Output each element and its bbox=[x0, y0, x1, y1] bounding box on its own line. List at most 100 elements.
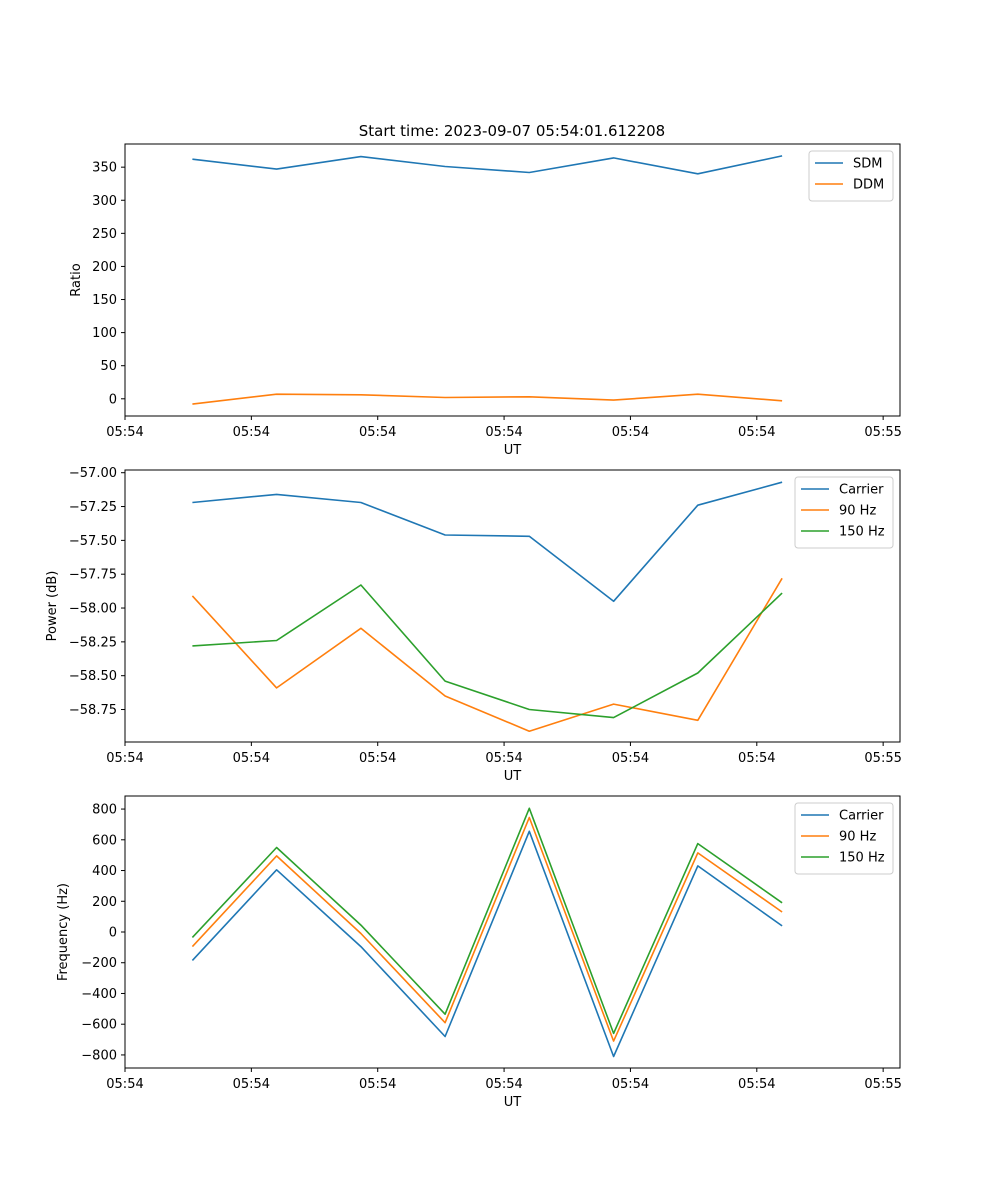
y-axis-label: Frequency (Hz) bbox=[56, 883, 71, 981]
data-point bbox=[612, 1032, 615, 1035]
subplot-1: 0 50 100 150 200 250 300 350 05:54 05:54 05:54 05:5… bbox=[69, 143, 902, 458]
data-point bbox=[191, 594, 194, 597]
data-point bbox=[612, 156, 615, 159]
data-point bbox=[528, 807, 531, 810]
data-point bbox=[781, 592, 784, 595]
data-point bbox=[444, 533, 447, 536]
y-tick-label: −57.50 bbox=[69, 534, 117, 549]
legend-entry: Carrier bbox=[839, 483, 884, 498]
data-point bbox=[612, 1055, 615, 1058]
data-point bbox=[359, 501, 362, 504]
x-tick-label: 05:54 bbox=[106, 425, 143, 440]
data-point bbox=[359, 584, 362, 587]
y-tick-label: −57.00 bbox=[69, 466, 117, 481]
data-point bbox=[444, 694, 447, 697]
data-point bbox=[696, 842, 699, 845]
y-tick-label: 250 bbox=[92, 227, 117, 242]
y-tick-label: −200 bbox=[81, 956, 117, 971]
y-tick-label: 100 bbox=[92, 326, 117, 341]
series-line-150-hz bbox=[191, 807, 783, 1035]
y-tick-label: 0 bbox=[109, 392, 117, 407]
x-tick-label: 05:55 bbox=[864, 425, 901, 440]
data-point bbox=[781, 911, 784, 914]
y-tick-label: 150 bbox=[92, 293, 117, 308]
y-tick-label: −58.00 bbox=[69, 602, 117, 617]
data-point bbox=[696, 851, 699, 854]
data-point bbox=[696, 864, 699, 867]
x-tick-label: 05:54 bbox=[359, 425, 396, 440]
data-point bbox=[781, 399, 784, 402]
series-line-90-hz bbox=[191, 577, 783, 733]
data-point bbox=[528, 816, 531, 819]
data-point bbox=[696, 671, 699, 674]
x-tick-label: 05:54 bbox=[106, 1077, 143, 1092]
axes-frame bbox=[124, 143, 901, 417]
x-tick-label: 05:54 bbox=[359, 751, 396, 766]
x-tick-label: 05:54 bbox=[233, 1077, 270, 1092]
series-line-sdm bbox=[192, 155, 783, 175]
series-line-carrier bbox=[192, 481, 783, 603]
legend-entry: 150 Hz bbox=[839, 851, 885, 866]
data-point bbox=[359, 393, 362, 396]
series-line-ddm bbox=[192, 393, 783, 405]
series-line-carrier bbox=[191, 830, 783, 1058]
data-point bbox=[191, 959, 194, 962]
legend-entry: 150 Hz bbox=[839, 525, 885, 540]
x-tick-label: 05:55 bbox=[864, 751, 901, 766]
data-point bbox=[191, 644, 194, 647]
x-tick-label: 05:54 bbox=[612, 425, 649, 440]
y-tick-label: −58.75 bbox=[69, 703, 117, 718]
data-point bbox=[275, 686, 278, 689]
data-point bbox=[444, 1035, 447, 1038]
x-tick-label: 05:54 bbox=[233, 751, 270, 766]
legend: SDM DDM bbox=[808, 150, 894, 202]
x-tick-label: 05:54 bbox=[485, 425, 522, 440]
data-point bbox=[275, 493, 278, 496]
y-tick-label: −58.25 bbox=[69, 635, 117, 650]
legend: Carrier 90 Hz 150 Hz bbox=[794, 476, 894, 549]
data-point bbox=[359, 924, 362, 927]
data-point bbox=[191, 158, 194, 161]
x-axis-label: UT bbox=[504, 769, 522, 784]
y-tick-label: −57.25 bbox=[69, 500, 117, 515]
y-tick-label: 0 bbox=[109, 926, 117, 941]
axes-frame bbox=[124, 469, 901, 743]
y-tick-label: 400 bbox=[92, 864, 117, 879]
x-axis-label: UT bbox=[504, 443, 522, 458]
subplot-2: −58.75 −58.50 −58.25 −58.00 −57.75 −57.50 −57.… bbox=[45, 466, 902, 784]
data-point bbox=[612, 600, 615, 603]
data-point bbox=[444, 396, 447, 399]
data-point bbox=[275, 868, 278, 871]
data-point bbox=[359, 932, 362, 935]
x-axis-label: UT bbox=[504, 1095, 522, 1110]
data-point bbox=[612, 399, 615, 402]
data-point bbox=[275, 854, 278, 857]
y-tick-label: 350 bbox=[92, 161, 117, 176]
x-tick-label: 05:54 bbox=[612, 1077, 649, 1092]
data-point bbox=[444, 1013, 447, 1016]
data-point bbox=[781, 481, 784, 484]
data-point bbox=[781, 154, 784, 157]
data-point bbox=[359, 945, 362, 948]
data-point bbox=[191, 501, 194, 504]
data-point bbox=[191, 936, 194, 939]
x-tick-label: 05:54 bbox=[738, 1077, 775, 1092]
data-point bbox=[696, 393, 699, 396]
subplots: 0 50 100 150 200 250 300 350 05:54 05:54 05:54 05:5… bbox=[45, 143, 902, 1110]
y-tick-label: 600 bbox=[92, 833, 117, 848]
y-tick-label: −600 bbox=[81, 1018, 117, 1033]
x-tick-label: 05:54 bbox=[359, 1077, 396, 1092]
x-tick-label: 05:54 bbox=[738, 751, 775, 766]
legend-entry: 90 Hz bbox=[839, 830, 876, 845]
legend: Carrier 90 Hz 150 Hz bbox=[794, 802, 894, 875]
data-point bbox=[275, 393, 278, 396]
data-point bbox=[612, 1040, 615, 1043]
data-point bbox=[781, 901, 784, 904]
x-tick-label: 05:54 bbox=[233, 425, 270, 440]
data-point bbox=[444, 165, 447, 168]
x-tick-label: 05:54 bbox=[738, 425, 775, 440]
data-point bbox=[191, 403, 194, 406]
x-tick-label: 05:54 bbox=[485, 1077, 522, 1092]
data-point bbox=[528, 708, 531, 711]
series-line-90-hz bbox=[191, 816, 783, 1042]
